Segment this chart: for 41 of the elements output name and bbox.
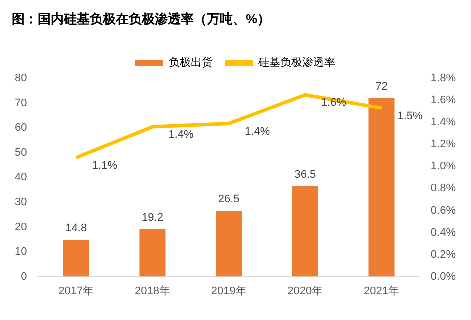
legend-label: 负极出货 [169,56,213,70]
y2-tick-label: 0.2% [430,248,456,261]
data-label: 1.4% [245,126,270,138]
data-label: 26.5 [218,194,240,206]
x-tick-label: 2018年 [135,285,170,298]
y-tick-label: 30 [14,196,28,209]
bar [140,229,166,277]
data-label: 1.1% [92,160,118,172]
y2-tick-label: 1.8% [430,72,456,85]
y2-tick-label: 0.6% [430,204,456,217]
x-tick-label: 2020年 [288,285,324,298]
y-tick-label: 80 [14,72,28,85]
y2-tick-label: 0.4% [430,226,456,239]
y-tick-label: 40 [14,172,28,184]
data-label: 1.4% [168,129,194,142]
bar [216,211,242,277]
bar [63,240,90,277]
bar [368,98,395,277]
y-tick-label: 20 [14,221,28,234]
y-tick-label: 10 [14,246,28,258]
y2-tick-label: 0.0% [430,270,456,283]
data-label: 14.8 [66,222,88,235]
y-tick-label: 0 [21,270,28,283]
legend-label: 硅基负极渗透率 [258,56,336,70]
x-tick-label: 2019年 [211,285,247,298]
y2-tick-label: 1.0% [430,160,456,173]
data-label: 72 [376,80,388,93]
data-label: 19.2 [142,212,164,224]
x-tick-label: 2021年 [364,285,400,298]
data-label: 1.5% [398,110,424,122]
y2-tick-label: 1.4% [430,116,456,129]
y2-tick-label: 0.8% [430,182,456,195]
y-tick-label: 70 [14,97,28,110]
y-tick-label: 60 [14,122,28,134]
y-tick-label: 50 [14,146,28,159]
chart-title: 图：国内硅基负极在负极渗透率（万吨、%） [12,11,271,26]
y2-tick-label: 1.6% [430,94,456,107]
bar [292,186,318,277]
x-tick-label: 2017年 [58,285,94,298]
data-label: 36.5 [294,168,316,181]
y2-tick-label: 1.2% [430,138,456,151]
